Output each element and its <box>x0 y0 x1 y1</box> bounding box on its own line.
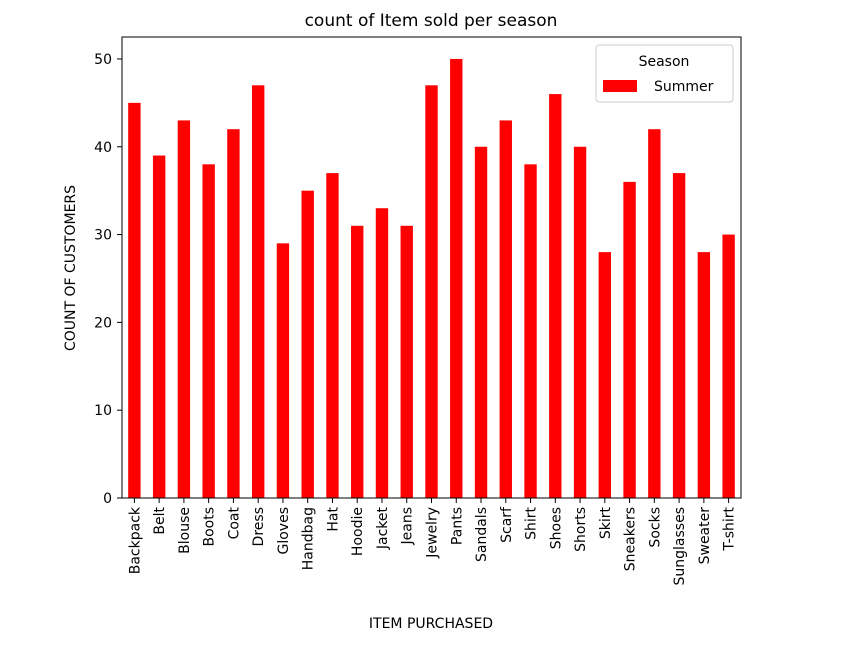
x-tick-label: Gloves <box>276 507 292 555</box>
bar-coat <box>227 129 240 498</box>
bar-pants <box>450 58 463 498</box>
bar-hoodie <box>351 225 364 499</box>
y-tick-label: 20 <box>94 315 112 331</box>
x-tick-label: Jewelry <box>425 507 441 559</box>
x-tick-label: Scarf <box>499 506 515 543</box>
x-tick-label: Jacket <box>375 506 391 550</box>
bar-boots <box>202 164 215 498</box>
y-axis-ticks: 0 10 20 30 40 50 <box>94 52 122 507</box>
bar-shirt <box>524 164 537 498</box>
x-tick-label: Handbag <box>301 507 317 570</box>
x-tick-label: Shoes <box>548 507 564 549</box>
bar-jewelry <box>425 85 438 499</box>
x-tick-label: Socks <box>647 507 663 548</box>
bar-jeans <box>400 225 413 499</box>
x-tick-label: Sweater <box>697 507 713 565</box>
x-axis-label: ITEM PURCHASED <box>369 616 493 632</box>
bar-sweater <box>697 252 711 498</box>
bar-t-shirt <box>722 234 735 498</box>
bar-hat <box>326 173 339 498</box>
x-tick-label: Coat <box>226 507 242 540</box>
bar-sunglasses <box>672 173 686 498</box>
x-tick-label: T-shirt <box>722 506 738 551</box>
bar-sandals <box>474 146 488 498</box>
legend-label-summer: Summer <box>654 79 714 95</box>
x-tick-label: Jeans <box>400 507 416 546</box>
y-axis-label: COUNT OF CUSTOMERS <box>63 185 79 351</box>
x-tick-label: Shirt <box>524 507 540 540</box>
bar-handbag <box>301 190 314 499</box>
bars-group <box>128 58 735 499</box>
bar-sneakers <box>623 181 636 498</box>
bar-skirt <box>598 252 612 498</box>
legend-title: Season <box>639 54 690 70</box>
y-tick-label: 50 <box>94 52 112 68</box>
y-tick-label: 10 <box>94 403 112 419</box>
bar-scarf <box>499 120 512 499</box>
x-tick-label: Skirt <box>598 507 614 540</box>
x-tick-label: Pants <box>449 507 465 545</box>
y-tick-label: 0 <box>103 491 112 507</box>
bar-shorts <box>573 146 587 498</box>
x-tick-label: Dress <box>251 507 267 546</box>
bar-shoes <box>549 94 562 498</box>
y-tick-label: 40 <box>94 140 112 156</box>
bar-jacket <box>375 208 389 499</box>
x-tick-label: Hoodie <box>350 507 366 556</box>
bar-dress <box>251 85 265 499</box>
legend-swatch <box>603 80 637 92</box>
x-tick-label: Backpack <box>127 506 143 574</box>
plot-frame <box>121 36 742 499</box>
x-tick-label: Sneakers <box>623 507 639 571</box>
legend: Season Summer <box>595 44 734 103</box>
x-tick-label: Boots <box>202 507 218 547</box>
x-tick-label: Belt <box>152 507 168 535</box>
bar-gloves <box>276 243 290 498</box>
bar-socks <box>648 129 661 498</box>
bar-belt <box>152 155 166 499</box>
x-axis-ticks: Backpack Belt Blouse Boots Coat Dress Gloves Ha… <box>127 498 738 585</box>
x-tick-label: Sandals <box>474 507 490 562</box>
bar-blouse <box>177 120 191 499</box>
x-tick-label: Hat <box>325 507 341 532</box>
bar-backpack <box>128 102 141 499</box>
y-tick-label: 30 <box>94 228 112 244</box>
x-tick-label: Shorts <box>573 507 589 552</box>
x-tick-label: Sunglasses <box>672 507 688 585</box>
chart-title: count of Item sold per season <box>305 11 558 31</box>
x-tick-label: Blouse <box>177 507 193 554</box>
